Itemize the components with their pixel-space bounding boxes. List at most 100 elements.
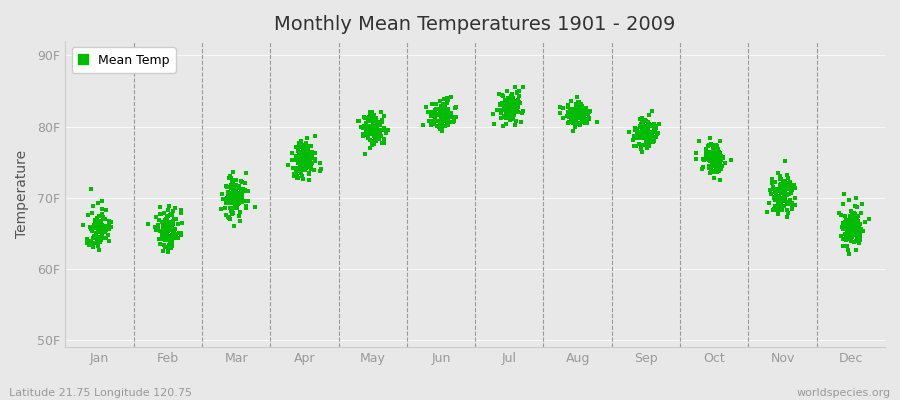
Point (555, 115, 570, 122)
Point (696, 164, 710, 170)
Point (630, 130, 644, 137)
Point (776, 184, 790, 191)
Point (622, 128, 636, 135)
Point (779, 186, 794, 193)
Point (104, 224, 118, 230)
Point (511, 99, 526, 106)
Point (769, 190, 783, 197)
Point (701, 143, 716, 149)
Point (507, 104, 521, 110)
Point (841, 222, 855, 229)
Point (158, 237, 173, 243)
Point (634, 119, 649, 125)
Point (102, 232, 116, 238)
Point (94, 235, 108, 241)
Point (644, 138, 658, 145)
Point (849, 238, 863, 244)
Point (841, 219, 855, 225)
Point (638, 142, 652, 149)
Point (220, 214, 235, 220)
Point (573, 110, 588, 117)
Point (706, 151, 720, 157)
Point (91, 243, 105, 250)
Point (564, 116, 579, 123)
Point (102, 226, 116, 232)
Point (363, 128, 377, 135)
Point (298, 143, 312, 150)
Point (835, 201, 850, 207)
Point (232, 185, 247, 192)
Point (847, 209, 861, 216)
Point (365, 125, 380, 131)
Point (836, 226, 850, 232)
Point (644, 108, 659, 114)
Point (572, 100, 586, 106)
Point (706, 145, 720, 152)
Point (305, 152, 320, 159)
Point (647, 121, 662, 128)
Point (351, 118, 365, 124)
Point (369, 115, 383, 121)
Point (843, 212, 858, 219)
Point (565, 128, 580, 134)
Point (303, 156, 318, 162)
Point (441, 97, 455, 103)
Point (642, 123, 656, 129)
Point (162, 212, 176, 218)
Point (98, 226, 112, 233)
Point (509, 107, 524, 114)
Point (848, 211, 862, 218)
Point (701, 156, 716, 162)
Point (94, 231, 109, 238)
Point (149, 227, 164, 233)
Point (649, 124, 663, 130)
Point (566, 113, 580, 119)
Point (777, 203, 791, 209)
Point (221, 214, 236, 221)
Point (158, 234, 172, 240)
Point (364, 123, 378, 130)
Point (718, 160, 733, 167)
Point (374, 132, 389, 139)
Point (503, 112, 517, 119)
Point (783, 179, 797, 185)
Point (507, 112, 521, 118)
Point (301, 148, 315, 154)
Point (297, 164, 311, 171)
Point (703, 169, 717, 176)
Point (492, 91, 507, 97)
Point (162, 242, 176, 248)
Point (240, 188, 255, 194)
Point (94, 220, 109, 226)
Point (706, 150, 720, 156)
Point (373, 132, 387, 138)
Point (710, 169, 724, 175)
Point (373, 130, 387, 136)
Point (705, 157, 719, 163)
Point (436, 117, 451, 123)
Point (642, 142, 656, 149)
Point (440, 112, 454, 118)
Point (292, 144, 307, 150)
Point (710, 154, 724, 160)
Point (570, 107, 584, 114)
Point (362, 130, 376, 136)
Point (634, 146, 648, 152)
Point (776, 195, 790, 202)
Point (96, 214, 111, 220)
Point (712, 158, 726, 164)
Point (163, 238, 177, 244)
Point (849, 246, 863, 253)
Point (426, 117, 440, 124)
Point (224, 199, 238, 206)
Point (379, 130, 393, 136)
Point (650, 131, 664, 137)
Point (706, 141, 721, 148)
Point (500, 102, 515, 108)
Point (649, 125, 663, 132)
Point (705, 155, 719, 161)
Point (304, 149, 319, 155)
Point (297, 166, 311, 173)
Point (703, 153, 717, 159)
Point (368, 137, 382, 144)
